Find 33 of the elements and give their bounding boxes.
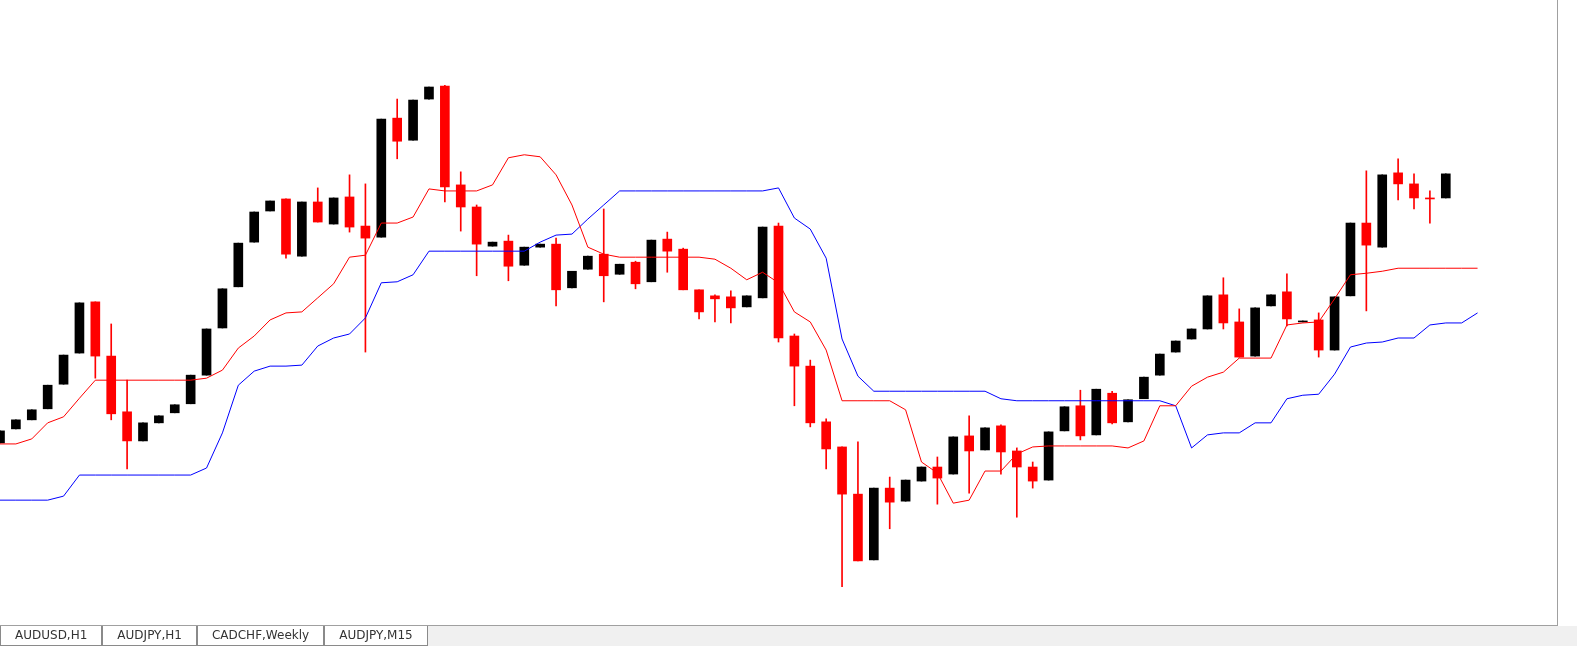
candlestick (249, 211, 260, 243)
candlestick (741, 295, 752, 308)
candlestick (138, 422, 148, 442)
candlestick (948, 436, 959, 475)
candlestick (169, 404, 180, 414)
candlestick (1377, 174, 1388, 248)
text: AUDJPY,M15 (324, 626, 428, 646)
candlestick (297, 201, 307, 257)
candlestick (154, 415, 164, 424)
candlestick (980, 427, 990, 451)
candlestick (567, 270, 577, 289)
candlestick (1154, 353, 1165, 376)
candlestick (424, 86, 434, 100)
text: CADCHF,Weekly (196, 626, 325, 646)
text: AUDUSD,H1 (0, 626, 103, 646)
candlestick (265, 200, 275, 212)
candlestick (1091, 388, 1102, 436)
candlestick (869, 487, 879, 561)
candlestick (1123, 399, 1133, 423)
candlestick (11, 419, 21, 430)
text: AUDJPY,H1 (102, 626, 197, 646)
candlestick (1250, 307, 1260, 357)
candlestick (1440, 173, 1451, 199)
candlestick (535, 243, 546, 248)
candlestick (583, 255, 593, 270)
candlestick (1139, 376, 1149, 400)
candlestick (408, 99, 418, 141)
candlestick (519, 246, 530, 266)
candlestick (1170, 340, 1181, 353)
candlestick (26, 409, 37, 421)
candlestick (1266, 294, 1276, 307)
candlestick (233, 242, 244, 288)
candlestick (376, 118, 387, 238)
